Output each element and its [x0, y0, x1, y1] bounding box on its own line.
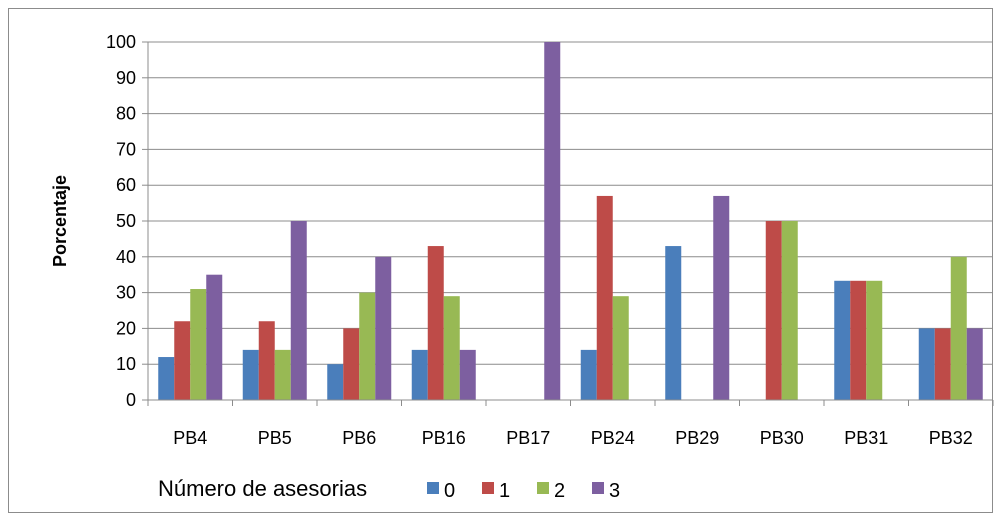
y-tick-label: 20 [116, 318, 136, 338]
bar-PB30-series-1 [765, 221, 782, 400]
bar-PB6-series-3 [375, 256, 392, 400]
y-tick-label: 50 [116, 211, 136, 231]
y-axis-title: Porcentaje [50, 175, 70, 267]
bar-PB6-series-0 [327, 364, 344, 400]
bar-PB5-series-2 [274, 349, 291, 400]
bar-PB29-series-3 [713, 195, 730, 400]
bar-PB4-series-3 [206, 274, 223, 400]
axes [147, 42, 993, 401]
x-tick-label: PB17 [506, 428, 550, 448]
x-tick-label: PB5 [258, 428, 292, 448]
y-tick-label: 90 [116, 68, 136, 88]
bar-PB32-series-0 [918, 328, 935, 400]
y-tick-label: 40 [116, 247, 136, 267]
y-tick-label: 30 [116, 283, 136, 303]
y-tick-label: 0 [126, 390, 136, 410]
bar-PB6-series-2 [359, 292, 376, 400]
bar-PB24-series-0 [580, 349, 597, 400]
legend-swatch-1 [482, 482, 494, 494]
bar-PB6-series-1 [343, 328, 360, 400]
bar-PB29-series-0 [665, 246, 682, 400]
x-tick-label: PB31 [844, 428, 888, 448]
x-tick-label: PB16 [422, 428, 466, 448]
legend-title: Número de asesorias [158, 476, 367, 501]
bar-PB16-series-3 [459, 349, 476, 400]
legend-swatch-0 [427, 482, 439, 494]
legend-label-1: 1 [499, 480, 510, 502]
bars [158, 42, 983, 400]
bar-PB24-series-2 [612, 296, 629, 400]
y-tick-label: 10 [116, 354, 136, 374]
legend-label-3: 3 [609, 480, 620, 502]
legend-swatch-3 [592, 482, 604, 494]
y-tick-labels: 0 10 20 30 40 50 60 70 80 90 100 [106, 32, 136, 410]
legend-swatch-2 [537, 482, 549, 494]
bar-PB17-series-3 [544, 42, 561, 400]
bar-PB30-series-2 [781, 221, 798, 400]
bar-PB31-series-1 [850, 280, 867, 400]
y-tick-label: 60 [116, 175, 136, 195]
bar-PB32-series-1 [934, 328, 951, 400]
bar-PB4-series-0 [158, 357, 175, 400]
bar-PB31-series-0 [834, 280, 851, 400]
x-tick-label: PB6 [342, 428, 376, 448]
y-tick-label: 70 [116, 139, 136, 159]
bar-PB5-series-0 [242, 349, 259, 400]
x-tick-labels: PB4 PB5 PB6 PB16 PB17 PB24 PB29 PB30 PB31 PB32 [173, 428, 973, 448]
bar-PB31-series-2 [866, 280, 883, 400]
bar-PB32-series-2 [950, 256, 967, 400]
bar-PB5-series-3 [290, 221, 307, 400]
x-tick-label: PB29 [675, 428, 719, 448]
legend-label-2: 2 [554, 480, 565, 502]
bar-PB16-series-0 [411, 349, 428, 400]
x-tick-label: PB32 [929, 428, 973, 448]
bar-PB4-series-1 [174, 321, 191, 400]
x-tick-label: PB30 [760, 428, 804, 448]
bar-PB16-series-2 [443, 296, 460, 400]
bar-PB16-series-1 [427, 246, 444, 400]
bar-PB32-series-3 [966, 328, 983, 400]
x-tick-label: PB24 [591, 428, 635, 448]
legend-label-0: 0 [444, 480, 455, 502]
bar-PB24-series-1 [596, 195, 613, 400]
x-tick-label: PB4 [173, 428, 207, 448]
bar-PB4-series-2 [190, 289, 207, 400]
legend: Número de asesorias 0 1 2 3 [158, 476, 620, 502]
chart-frame [8, 8, 993, 513]
y-tick-label: 100 [106, 32, 136, 52]
y-tick-label: 80 [116, 104, 136, 124]
bar-PB5-series-1 [258, 321, 275, 400]
